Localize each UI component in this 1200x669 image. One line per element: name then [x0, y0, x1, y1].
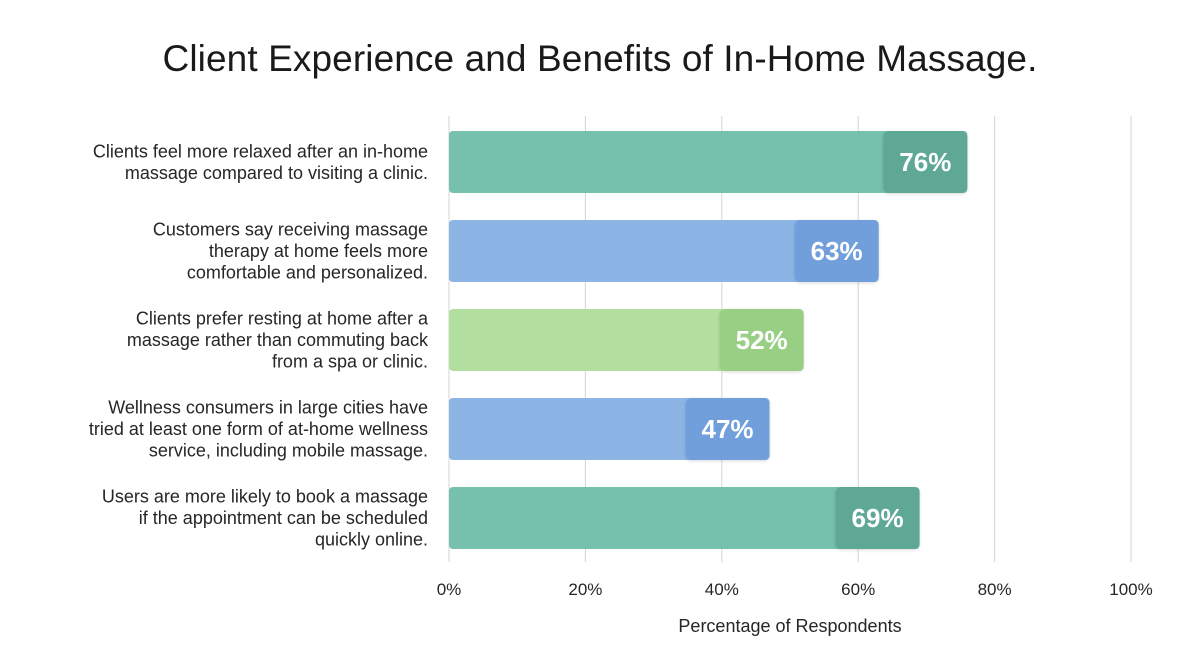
x-tick-label: 20%	[568, 580, 602, 599]
value-label: 47%	[702, 414, 754, 444]
bars: 76% 63% 52% 47% 69%	[449, 131, 968, 549]
category-label-line: Users are more likely to book a massage	[102, 487, 428, 507]
x-tick-label: 0%	[437, 580, 462, 599]
category-label-line: if the appointment can be scheduled	[139, 508, 428, 528]
bar	[449, 131, 968, 193]
x-tick-label: 40%	[705, 580, 739, 599]
value-label: 63%	[811, 236, 863, 266]
value-badge	[883, 131, 968, 193]
category-label-line: Clients feel more relaxed after an in-ho…	[93, 141, 428, 161]
category-label-line: service, including mobile massage.	[149, 441, 428, 461]
x-tick-label: 100%	[1109, 580, 1152, 599]
category-label: Clients feel more relaxed after an in-ho…	[93, 141, 428, 183]
x-axis-ticks: 0% 20% 40% 60% 80% 100%	[437, 580, 1153, 599]
category-label: Customers say receiving massage therapy a…	[153, 220, 428, 283]
category-labels: Clients feel more relaxed after an in-ho…	[89, 141, 429, 549]
value-label: 52%	[736, 325, 788, 355]
x-tick-label: 80%	[978, 580, 1012, 599]
value-label: 69%	[852, 503, 904, 533]
category-label-line: tried at least one form of at-home welln…	[89, 419, 428, 439]
category-label: Users are more likely to book a massage i…	[102, 487, 428, 550]
value-badge	[685, 398, 770, 460]
value-badge	[719, 309, 804, 371]
bar	[449, 487, 920, 549]
category-label-line: comfortable and personalized.	[187, 263, 428, 283]
category-label: Wellness consumers in large cities have t…	[89, 398, 428, 461]
category-label: Clients prefer resting at home after a ma…	[127, 309, 429, 372]
chart-title: Client Experience and Benefits of In-Hom…	[162, 38, 1038, 79]
value-label: 76%	[899, 147, 951, 177]
category-label-line: Clients prefer resting at home after a	[136, 309, 429, 329]
category-label-line: therapy at home feels more	[209, 241, 428, 261]
bar	[449, 309, 804, 371]
bar	[449, 220, 879, 282]
category-label-line: massage rather than commuting back	[127, 330, 429, 350]
category-label-line: Customers say receiving massage	[153, 220, 428, 240]
value-badge	[835, 487, 920, 549]
category-label-line: massage compared to visiting a clinic.	[125, 163, 428, 183]
value-badge	[794, 220, 879, 282]
category-label-line: Wellness consumers in large cities have	[108, 398, 428, 418]
category-label-line: from a spa or clinic.	[272, 352, 428, 372]
x-axis-title: Percentage of Respondents	[678, 616, 901, 636]
category-label-line: quickly online.	[315, 530, 428, 550]
x-tick-label: 60%	[841, 580, 875, 599]
